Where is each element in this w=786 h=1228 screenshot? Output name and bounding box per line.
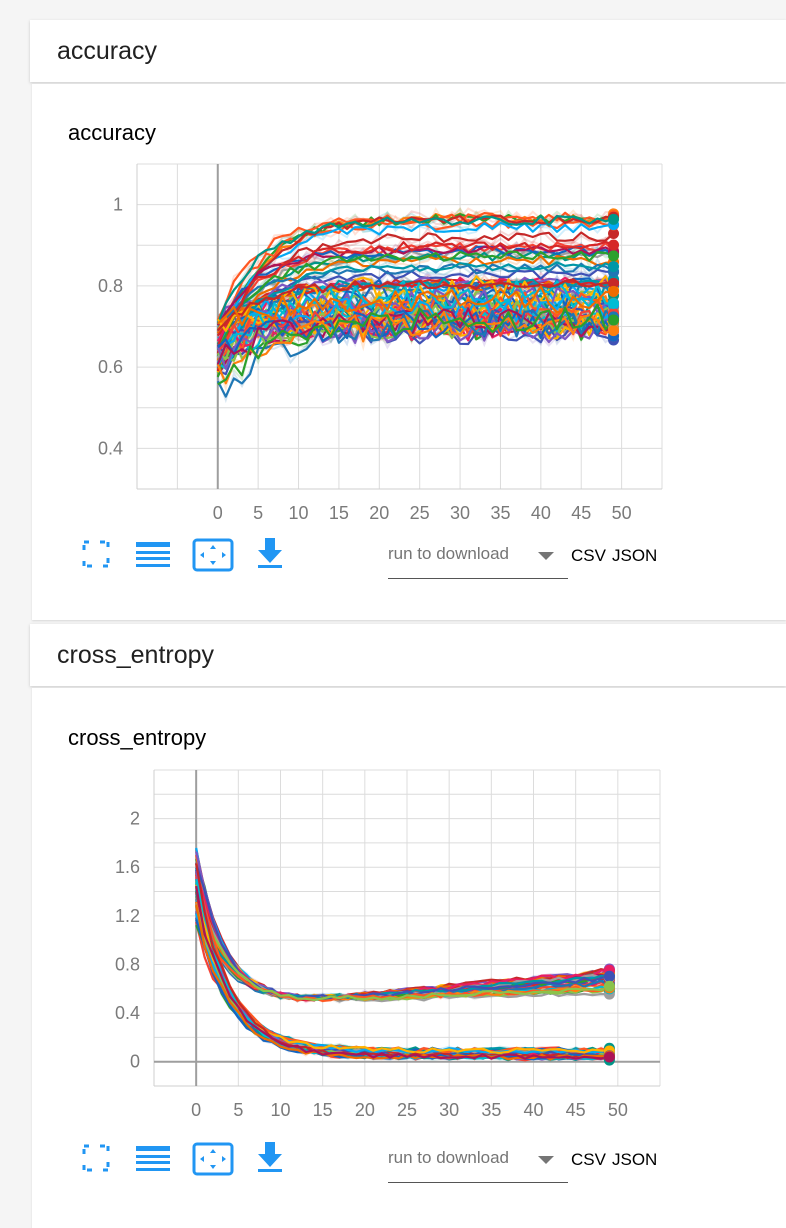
y-tick-label: 1.6 [115,857,140,877]
series-end-point [608,285,620,297]
series-end-point [603,980,615,992]
x-tick-label: 15 [313,1100,333,1120]
series-line-smoothed-shadow [216,226,614,354]
x-tick-label: 35 [490,503,510,523]
x-tick-label: 25 [410,503,430,523]
card-header-title: accuracy [57,36,158,65]
series-line [216,213,614,357]
json-link[interactable]: JSON [612,1150,658,1169]
json-link[interactable]: JSON [612,546,658,565]
x-tick-label: 35 [481,1100,501,1120]
card-header-cross-entropy[interactable]: cross_entropy [30,624,786,686]
y-tick-label: 0.8 [98,276,123,296]
y-tick-label: 0 [130,1052,140,1072]
fullscreen-icon[interactable] [82,1144,110,1172]
x-tick-label: 20 [355,1100,375,1120]
download-icon[interactable] [256,536,284,570]
series-line [216,261,614,367]
series-line [217,278,614,332]
y-tick-label: 0.8 [115,954,140,974]
card-header-accuracy[interactable]: accuracy [30,20,786,82]
x-tick-label: 10 [270,1100,290,1120]
lines-icon[interactable] [136,540,172,570]
x-tick-label: 10 [289,503,309,523]
series-line [195,904,610,1061]
x-tick-label: 30 [450,503,470,523]
series-line [216,250,614,351]
run-select-placeholder: run to download [388,1148,509,1167]
series-end-point [603,970,615,982]
x-tick-label: 5 [233,1100,243,1120]
accuracy-chart[interactable]: 0 5 10 15 20 25 30 35 40 45 50 0.4 0.6 0.8 1 [32,84,786,544]
series-end-point [608,250,620,262]
x-tick-label: 50 [612,503,632,523]
series-end-point [608,277,620,289]
run-select-placeholder: run to download [388,544,509,563]
x-tick-label: 0 [213,503,223,523]
chart-controls: run to download CSV JSON [32,1138,786,1188]
series-line [216,268,614,353]
download-icon[interactable] [256,1140,284,1174]
card-header-title: cross_entropy [57,640,215,669]
csv-link[interactable]: CSV [571,546,606,565]
chart-title: cross_entropy [68,725,207,750]
csv-link[interactable]: CSV [571,1150,606,1169]
y-tick-label: 2 [130,809,140,829]
y-tick-label: 1.2 [115,906,140,926]
cross-entropy-chart[interactable]: 0 5 10 15 20 25 30 35 40 45 50 0 0.4 0.8 1.2 1.6 2 [32,688,786,1148]
fit-domain-icon[interactable] [192,538,234,572]
x-tick-label: 0 [191,1100,201,1120]
run-download-select[interactable]: run to download [388,1142,568,1183]
chart-title: accuracy [68,120,157,145]
y-tick-label: 0.4 [115,1003,140,1023]
series-end-point [608,239,620,251]
x-tick-label: 30 [439,1100,459,1120]
x-tick-label: 5 [253,503,263,523]
card-accuracy: accuracy 0 5 10 15 20 25 30 35 40 45 50 0.4 0.6 0.8 1 [32,84,786,620]
fit-domain-icon[interactable] [192,1142,234,1176]
x-tick-label: 15 [329,503,349,523]
x-tick-label: 40 [523,1100,543,1120]
chevron-down-icon [538,1156,554,1164]
series-end-point [603,1051,615,1063]
fullscreen-icon[interactable] [82,540,110,568]
series-line [216,291,615,364]
y-tick-label: 0.4 [98,438,123,458]
series-end-point [608,261,620,273]
series-line [217,285,614,326]
series-line [195,885,610,1060]
series-line [195,881,610,1002]
series-end-point [608,298,620,310]
card-cross-entropy: cross_entropy 0 5 10 15 20 25 30 35 40 45 50 0 0.4 0.… [32,688,786,1228]
lines-icon[interactable] [136,1144,172,1174]
series-line [216,280,614,368]
y-tick-label: 0.6 [98,357,123,377]
run-download-select[interactable]: run to download [388,538,568,579]
x-tick-label: 45 [571,503,591,523]
series-line [216,307,615,365]
series-line [216,276,615,324]
x-tick-label: 20 [369,503,389,523]
chevron-down-icon [538,552,554,560]
series-line [216,215,614,325]
x-tick-label: 45 [566,1100,586,1120]
series-end-point [608,227,620,239]
series-end-point [608,325,620,337]
series-end-point [608,213,620,225]
series-line [217,303,615,386]
series-line [216,310,614,385]
x-tick-label: 50 [608,1100,628,1120]
y-tick-label: 1 [113,195,123,215]
series-line [216,240,614,347]
series-end-point [608,314,620,326]
chart-controls: run to download CSV JSON [32,534,786,584]
x-tick-label: 40 [531,503,551,523]
x-tick-label: 25 [397,1100,417,1120]
